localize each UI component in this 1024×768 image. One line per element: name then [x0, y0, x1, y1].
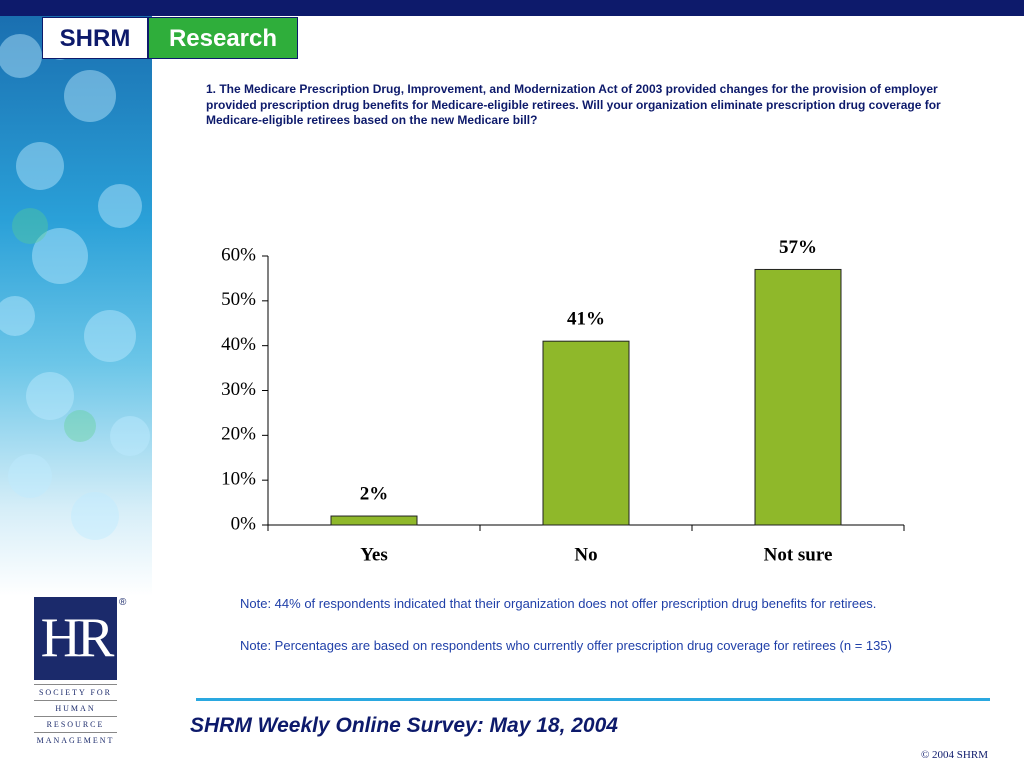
decor-strip — [0, 16, 152, 596]
y-tick-label: 0% — [231, 513, 257, 534]
top-bar — [0, 0, 1024, 16]
y-tick-label: 30% — [221, 379, 256, 400]
logo-line: HUMAN — [34, 700, 117, 713]
logo-mark: HR — [34, 597, 117, 680]
registered-mark: ® — [119, 597, 127, 608]
bar — [754, 268, 842, 526]
value-label: 2% — [360, 483, 389, 504]
bar — [542, 340, 630, 526]
logo-line: MANAGEMENT — [34, 732, 117, 745]
y-tick-label: 60% — [221, 244, 256, 265]
brand: SHRM — [42, 17, 148, 59]
divider — [196, 698, 990, 701]
bar — [330, 515, 418, 526]
y-tick-label: 50% — [221, 289, 256, 310]
note: Note: Percentages are based on responden… — [240, 638, 892, 653]
value-label: 57% — [779, 237, 817, 258]
copyright: © 2004 SHRM — [920, 749, 988, 761]
y-tick-label: 40% — [221, 334, 256, 355]
y-tick-label: 20% — [221, 424, 256, 445]
section-label: Research — [148, 17, 298, 59]
x-tick-label: Not sure — [764, 544, 833, 565]
logo-line: RESOURCE — [34, 716, 117, 729]
bokeh — [0, 32, 150, 540]
note: Note: 44% of respondents indicated that … — [240, 596, 877, 611]
logo-line: SOCIETY FOR — [34, 684, 117, 697]
footer-title: SHRM Weekly Online Survey: May 18, 2004 — [190, 714, 618, 737]
value-label: 41% — [567, 309, 605, 330]
question: 1. The Medicare Prescription Drug, Impro… — [206, 82, 941, 127]
x-tick-label: No — [574, 544, 597, 565]
y-tick-label: 10% — [221, 469, 256, 490]
chart: 0% 10% 20% 30% 40% 50% 60% Yes 2% No 41% Not sure 57… — [221, 237, 905, 565]
x-tick-label: Yes — [360, 544, 387, 565]
